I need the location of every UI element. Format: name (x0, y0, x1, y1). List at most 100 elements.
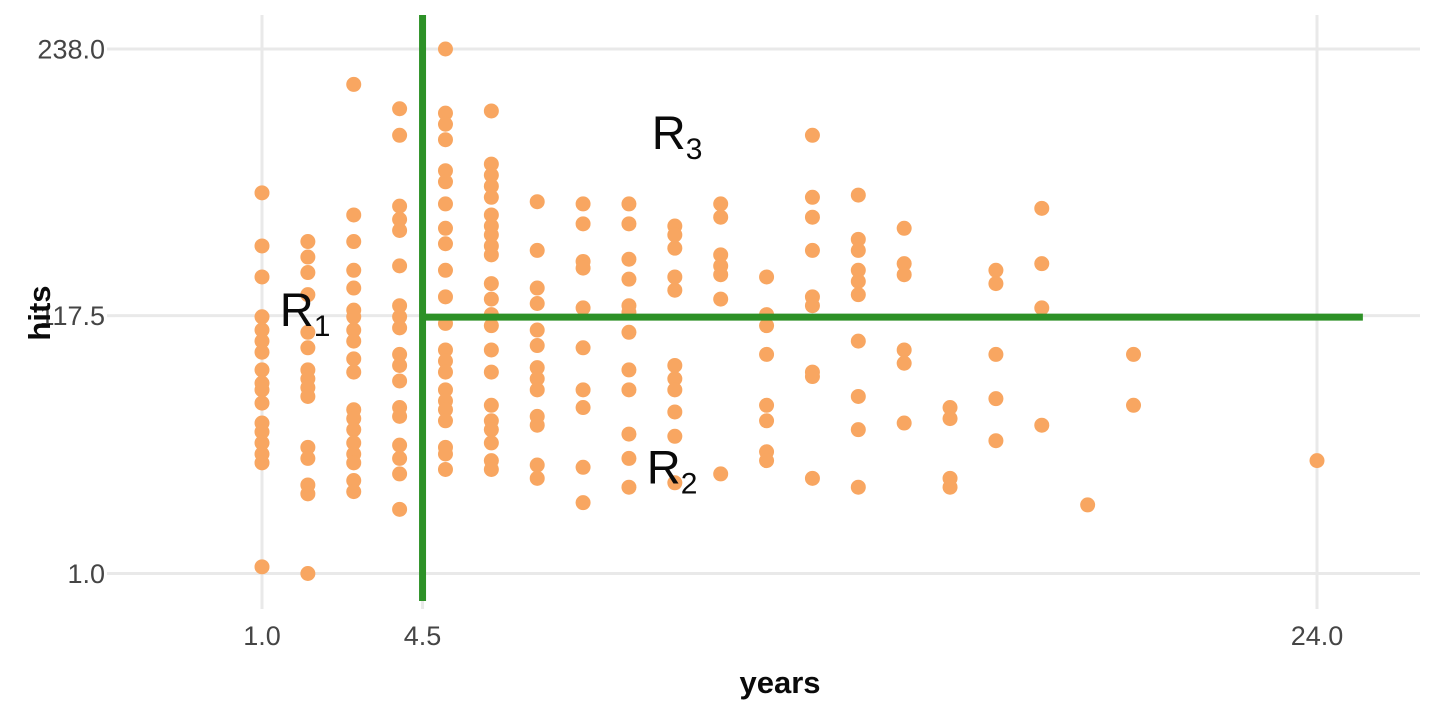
data-point-layer (254, 41, 1325, 581)
data-point (392, 357, 408, 373)
data-point (483, 167, 499, 183)
data-point (392, 211, 408, 227)
data-point (254, 269, 270, 285)
data-point (437, 236, 453, 252)
data-point (437, 364, 453, 380)
data-point (804, 209, 820, 225)
region-label: R1 (280, 283, 331, 343)
data-point (667, 371, 683, 387)
data-point (483, 291, 499, 307)
data-point (1126, 346, 1142, 362)
data-point (437, 461, 453, 477)
data-point (392, 298, 408, 314)
data-point (437, 342, 453, 358)
data-point (300, 265, 316, 281)
data-point (392, 309, 408, 325)
data-point (392, 101, 408, 117)
data-point (850, 333, 866, 349)
data-point (942, 400, 958, 416)
data-point (346, 422, 362, 438)
data-point (483, 156, 499, 172)
data-point (850, 231, 866, 247)
x-tick-label: 4.5 (404, 621, 442, 651)
data-point (254, 424, 270, 440)
data-point (575, 382, 591, 398)
data-point (850, 187, 866, 203)
data-point (575, 459, 591, 475)
data-point (942, 479, 958, 495)
data-point (254, 362, 270, 378)
data-point (254, 435, 270, 451)
data-point (529, 194, 545, 210)
data-point (1034, 417, 1050, 433)
data-point (529, 470, 545, 486)
region-label: R3 (652, 106, 703, 166)
data-point (896, 220, 912, 236)
data-point (850, 422, 866, 438)
data-point (575, 400, 591, 416)
data-point (896, 415, 912, 431)
data-point (392, 373, 408, 389)
data-point (483, 435, 499, 451)
y-axis-title: hits (22, 285, 57, 340)
data-point (483, 178, 499, 194)
data-point (942, 411, 958, 427)
data-point (621, 251, 637, 267)
data-point (804, 470, 820, 486)
data-point (667, 240, 683, 256)
data-point (1126, 397, 1142, 413)
data-point (483, 189, 499, 205)
data-point (483, 227, 499, 243)
data-point (254, 333, 270, 349)
data-point (667, 382, 683, 398)
data-point (529, 382, 545, 398)
data-point (575, 216, 591, 232)
data-point (621, 196, 637, 212)
data-point (483, 397, 499, 413)
data-point (437, 402, 453, 418)
data-point (346, 333, 362, 349)
data-point (529, 280, 545, 296)
data-point (988, 433, 1004, 449)
data-point (300, 234, 316, 250)
x-axis-title: years (739, 665, 820, 700)
data-point (804, 369, 820, 385)
data-point (1034, 200, 1050, 216)
partition-line-layer (419, 15, 1363, 601)
data-point (437, 413, 453, 429)
data-point (621, 324, 637, 340)
data-point (437, 163, 453, 179)
data-point (713, 209, 729, 225)
data-point (437, 289, 453, 305)
data-point (437, 116, 453, 132)
data-point (575, 300, 591, 316)
data-point (575, 340, 591, 356)
data-point (529, 371, 545, 387)
y-tick-label: 238.0 (37, 34, 105, 64)
data-point (346, 364, 362, 380)
data-point (392, 222, 408, 238)
data-point (529, 457, 545, 473)
data-point (529, 338, 545, 354)
data-point (988, 262, 1004, 278)
data-point (346, 309, 362, 325)
data-point (621, 426, 637, 442)
data-point (713, 267, 729, 283)
data-point (896, 342, 912, 358)
data-point (254, 322, 270, 338)
data-point (621, 382, 637, 398)
data-point (437, 196, 453, 212)
data-point (254, 559, 270, 575)
data-point (300, 340, 316, 356)
data-point (254, 455, 270, 471)
data-point (254, 344, 270, 360)
data-point (759, 346, 775, 362)
data-point (300, 287, 316, 303)
data-point (896, 355, 912, 371)
region-label-layer: R1 R2 R3 (280, 106, 703, 500)
x-tick-label: 24.0 (1291, 621, 1344, 651)
data-point (850, 273, 866, 289)
data-point (850, 287, 866, 303)
data-point (346, 207, 362, 223)
